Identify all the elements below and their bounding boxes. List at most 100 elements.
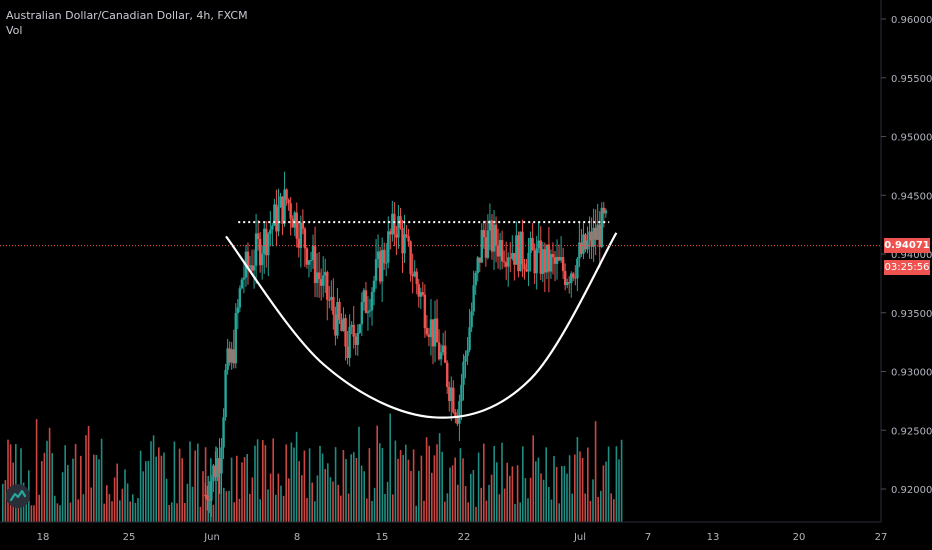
volume-bar xyxy=(509,475,511,522)
volume-bar xyxy=(129,501,131,522)
candle-body xyxy=(509,257,512,259)
candle-body xyxy=(429,319,433,338)
time-tick-label: 13 xyxy=(707,532,720,543)
candle-body xyxy=(588,231,591,241)
volume-indicator-label[interactable]: Vol xyxy=(6,24,23,37)
candle-body xyxy=(549,254,553,272)
volume-bar xyxy=(288,478,290,522)
candle-body xyxy=(368,310,372,312)
candle-body xyxy=(460,384,463,402)
candle-body xyxy=(372,280,376,292)
volume-bar xyxy=(249,493,251,522)
candle-body xyxy=(519,231,522,272)
price-tick-label: 0.92000 xyxy=(891,485,932,496)
candle-body xyxy=(226,348,229,370)
candle-body xyxy=(295,212,298,239)
candle-body xyxy=(504,262,508,267)
candle-body xyxy=(494,224,498,246)
volume-bar xyxy=(171,502,173,522)
candle-body xyxy=(437,342,441,360)
volume-bar xyxy=(420,455,423,522)
volume-bar xyxy=(7,439,9,522)
candle-body xyxy=(568,282,571,284)
candle-body xyxy=(380,249,384,282)
candle-body xyxy=(236,307,239,314)
candle-body xyxy=(273,204,276,226)
volume-bar xyxy=(272,438,274,522)
candle-body xyxy=(305,248,309,265)
volume-bar xyxy=(152,435,155,522)
candle-body xyxy=(559,257,563,261)
candle-body xyxy=(576,258,579,279)
volume-bar xyxy=(584,493,586,522)
candle-body xyxy=(271,225,274,230)
volume-bar xyxy=(160,455,163,522)
volume-bar xyxy=(106,485,108,522)
candle-body xyxy=(263,228,266,254)
volume-bar xyxy=(613,499,615,522)
volume-bar xyxy=(457,484,459,522)
candle-body xyxy=(370,291,374,311)
volume-bar xyxy=(178,448,181,522)
candle-body xyxy=(360,302,364,325)
volume-bar xyxy=(215,446,217,522)
candle-body xyxy=(374,259,378,281)
volume-bar xyxy=(316,475,319,522)
volume-bar xyxy=(51,453,53,522)
volume-bar xyxy=(197,443,199,522)
volume-bar xyxy=(600,490,602,522)
candle-body xyxy=(326,272,329,300)
candle-body xyxy=(214,465,217,478)
time-tick-label: Jul xyxy=(573,532,586,543)
volume-bar xyxy=(392,494,394,522)
candle-body xyxy=(340,319,343,331)
volume-bar xyxy=(438,433,441,522)
candle-body xyxy=(507,257,510,267)
volume-bar xyxy=(360,465,363,522)
candle-body xyxy=(427,334,431,338)
volume-bar xyxy=(64,445,66,522)
volume-bar xyxy=(228,490,230,522)
candle-body xyxy=(407,236,410,242)
volume-bar xyxy=(371,500,373,522)
volume-bar xyxy=(548,486,550,522)
time-tick-label: 25 xyxy=(123,532,136,543)
volume-bar xyxy=(347,493,350,522)
volume-bar xyxy=(594,421,597,522)
volume-bar xyxy=(119,500,121,522)
tradingview-logo-icon[interactable] xyxy=(6,484,30,508)
volume-bar xyxy=(2,483,4,522)
time-tick-label: 15 xyxy=(376,532,389,543)
candle-body xyxy=(551,254,555,258)
candle-body xyxy=(248,265,252,268)
volume-bar xyxy=(327,463,329,522)
candle-body xyxy=(395,234,398,238)
candle-body xyxy=(441,345,445,353)
volume-bar xyxy=(184,503,186,522)
volume-bar xyxy=(589,500,592,522)
volume-bar xyxy=(329,477,332,522)
volume-bar xyxy=(529,477,532,522)
candle-body xyxy=(439,352,443,360)
volume-bar xyxy=(441,451,443,522)
volume-bar xyxy=(280,485,282,522)
volume-bar xyxy=(168,504,170,522)
candle-body xyxy=(399,216,402,228)
candle-body xyxy=(307,260,311,265)
candle-body xyxy=(346,346,349,358)
volume-bar xyxy=(48,427,51,522)
candle-body xyxy=(342,318,345,331)
volume-bar xyxy=(464,486,467,522)
candle-body xyxy=(452,387,455,413)
volume-bar xyxy=(80,455,82,522)
volume-bar xyxy=(607,446,610,522)
volume-bar xyxy=(550,499,553,522)
volume-bar xyxy=(189,441,191,522)
candle-body xyxy=(462,361,465,385)
volume-bar xyxy=(425,437,428,522)
volume-bar xyxy=(389,413,391,522)
candle-body xyxy=(354,336,357,345)
candle-body xyxy=(527,252,530,272)
candle-body xyxy=(555,256,559,264)
